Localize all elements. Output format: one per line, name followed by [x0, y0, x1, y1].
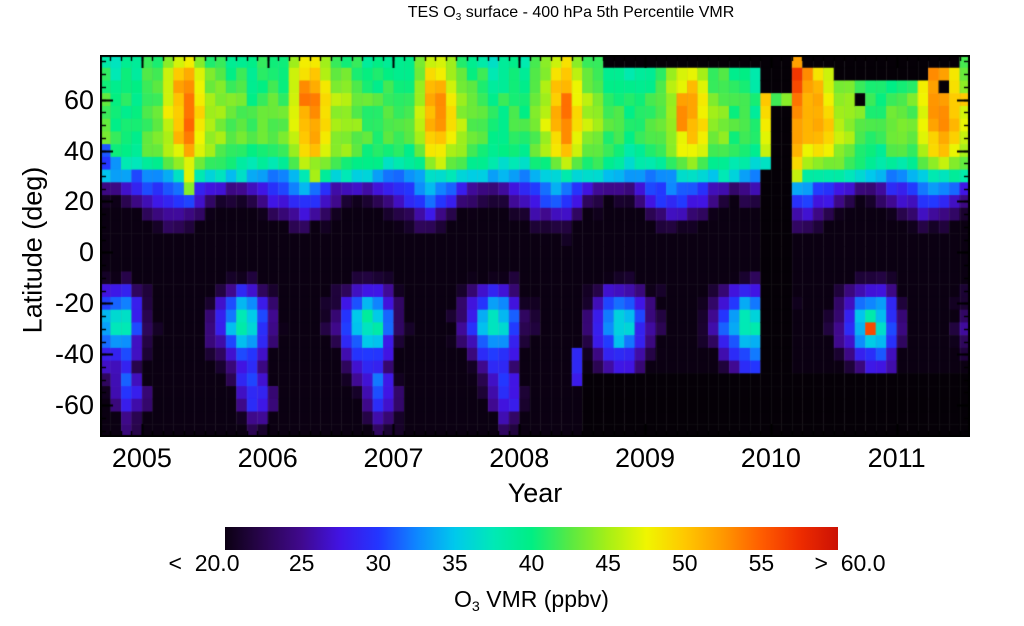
colorbar-caption: O3 VMR (ppbv) [225, 586, 838, 615]
colorbar-caption-subscript: 3 [471, 598, 480, 615]
colorbar-tick-label: < 20.0 [168, 550, 240, 576]
colorbar-tick-label: 50 [671, 550, 698, 576]
colorbar-tick-label: 55 [748, 550, 775, 576]
x-tick-label: 2010 [740, 443, 801, 473]
y-tick-label: 20 [63, 186, 94, 217]
x-tick-label: 2008 [489, 443, 550, 473]
x-tick-label: 2009 [615, 443, 676, 473]
x-tick-label: 2007 [363, 443, 424, 473]
colorbar-tick-label: 35 [442, 550, 468, 576]
y-tick-label: -20 [54, 288, 94, 319]
title-text: TES O [407, 4, 456, 21]
y-tick-label: 40 [63, 135, 94, 166]
y-tick-label: -40 [54, 339, 94, 370]
heatmap-plot [100, 55, 970, 437]
y-tick-label: -60 [54, 390, 94, 421]
y-tick-label: 0 [78, 237, 94, 268]
colorbar-tick-label: 25 [288, 550, 315, 576]
x-tick-label: 2011 [867, 443, 926, 473]
title-subscript: 3 [455, 11, 462, 23]
colorbar-tick-label: 45 [595, 550, 621, 576]
colorbar-gradient [225, 527, 838, 550]
colorbar-caption-suffix: VMR (ppbv) [479, 586, 609, 612]
chart-title: TES O3 surface - 400 hPa 5th Percentile … [100, 4, 1006, 23]
x-tick-label: 2006 [237, 443, 298, 473]
colorbar-tick-label: 30 [365, 550, 392, 576]
colorbar-tick-label: 40 [518, 550, 545, 576]
colorbar-tick-label: > 60.0 [814, 550, 886, 576]
colorbar-caption-text: O [454, 586, 472, 612]
y-tick-label: 60 [63, 84, 94, 115]
x-axis-label: Year [507, 478, 563, 508]
title-text-suffix: surface - 400 hPa 5th Percentile VMR [461, 4, 735, 21]
x-tick-label: 2005 [111, 443, 172, 473]
